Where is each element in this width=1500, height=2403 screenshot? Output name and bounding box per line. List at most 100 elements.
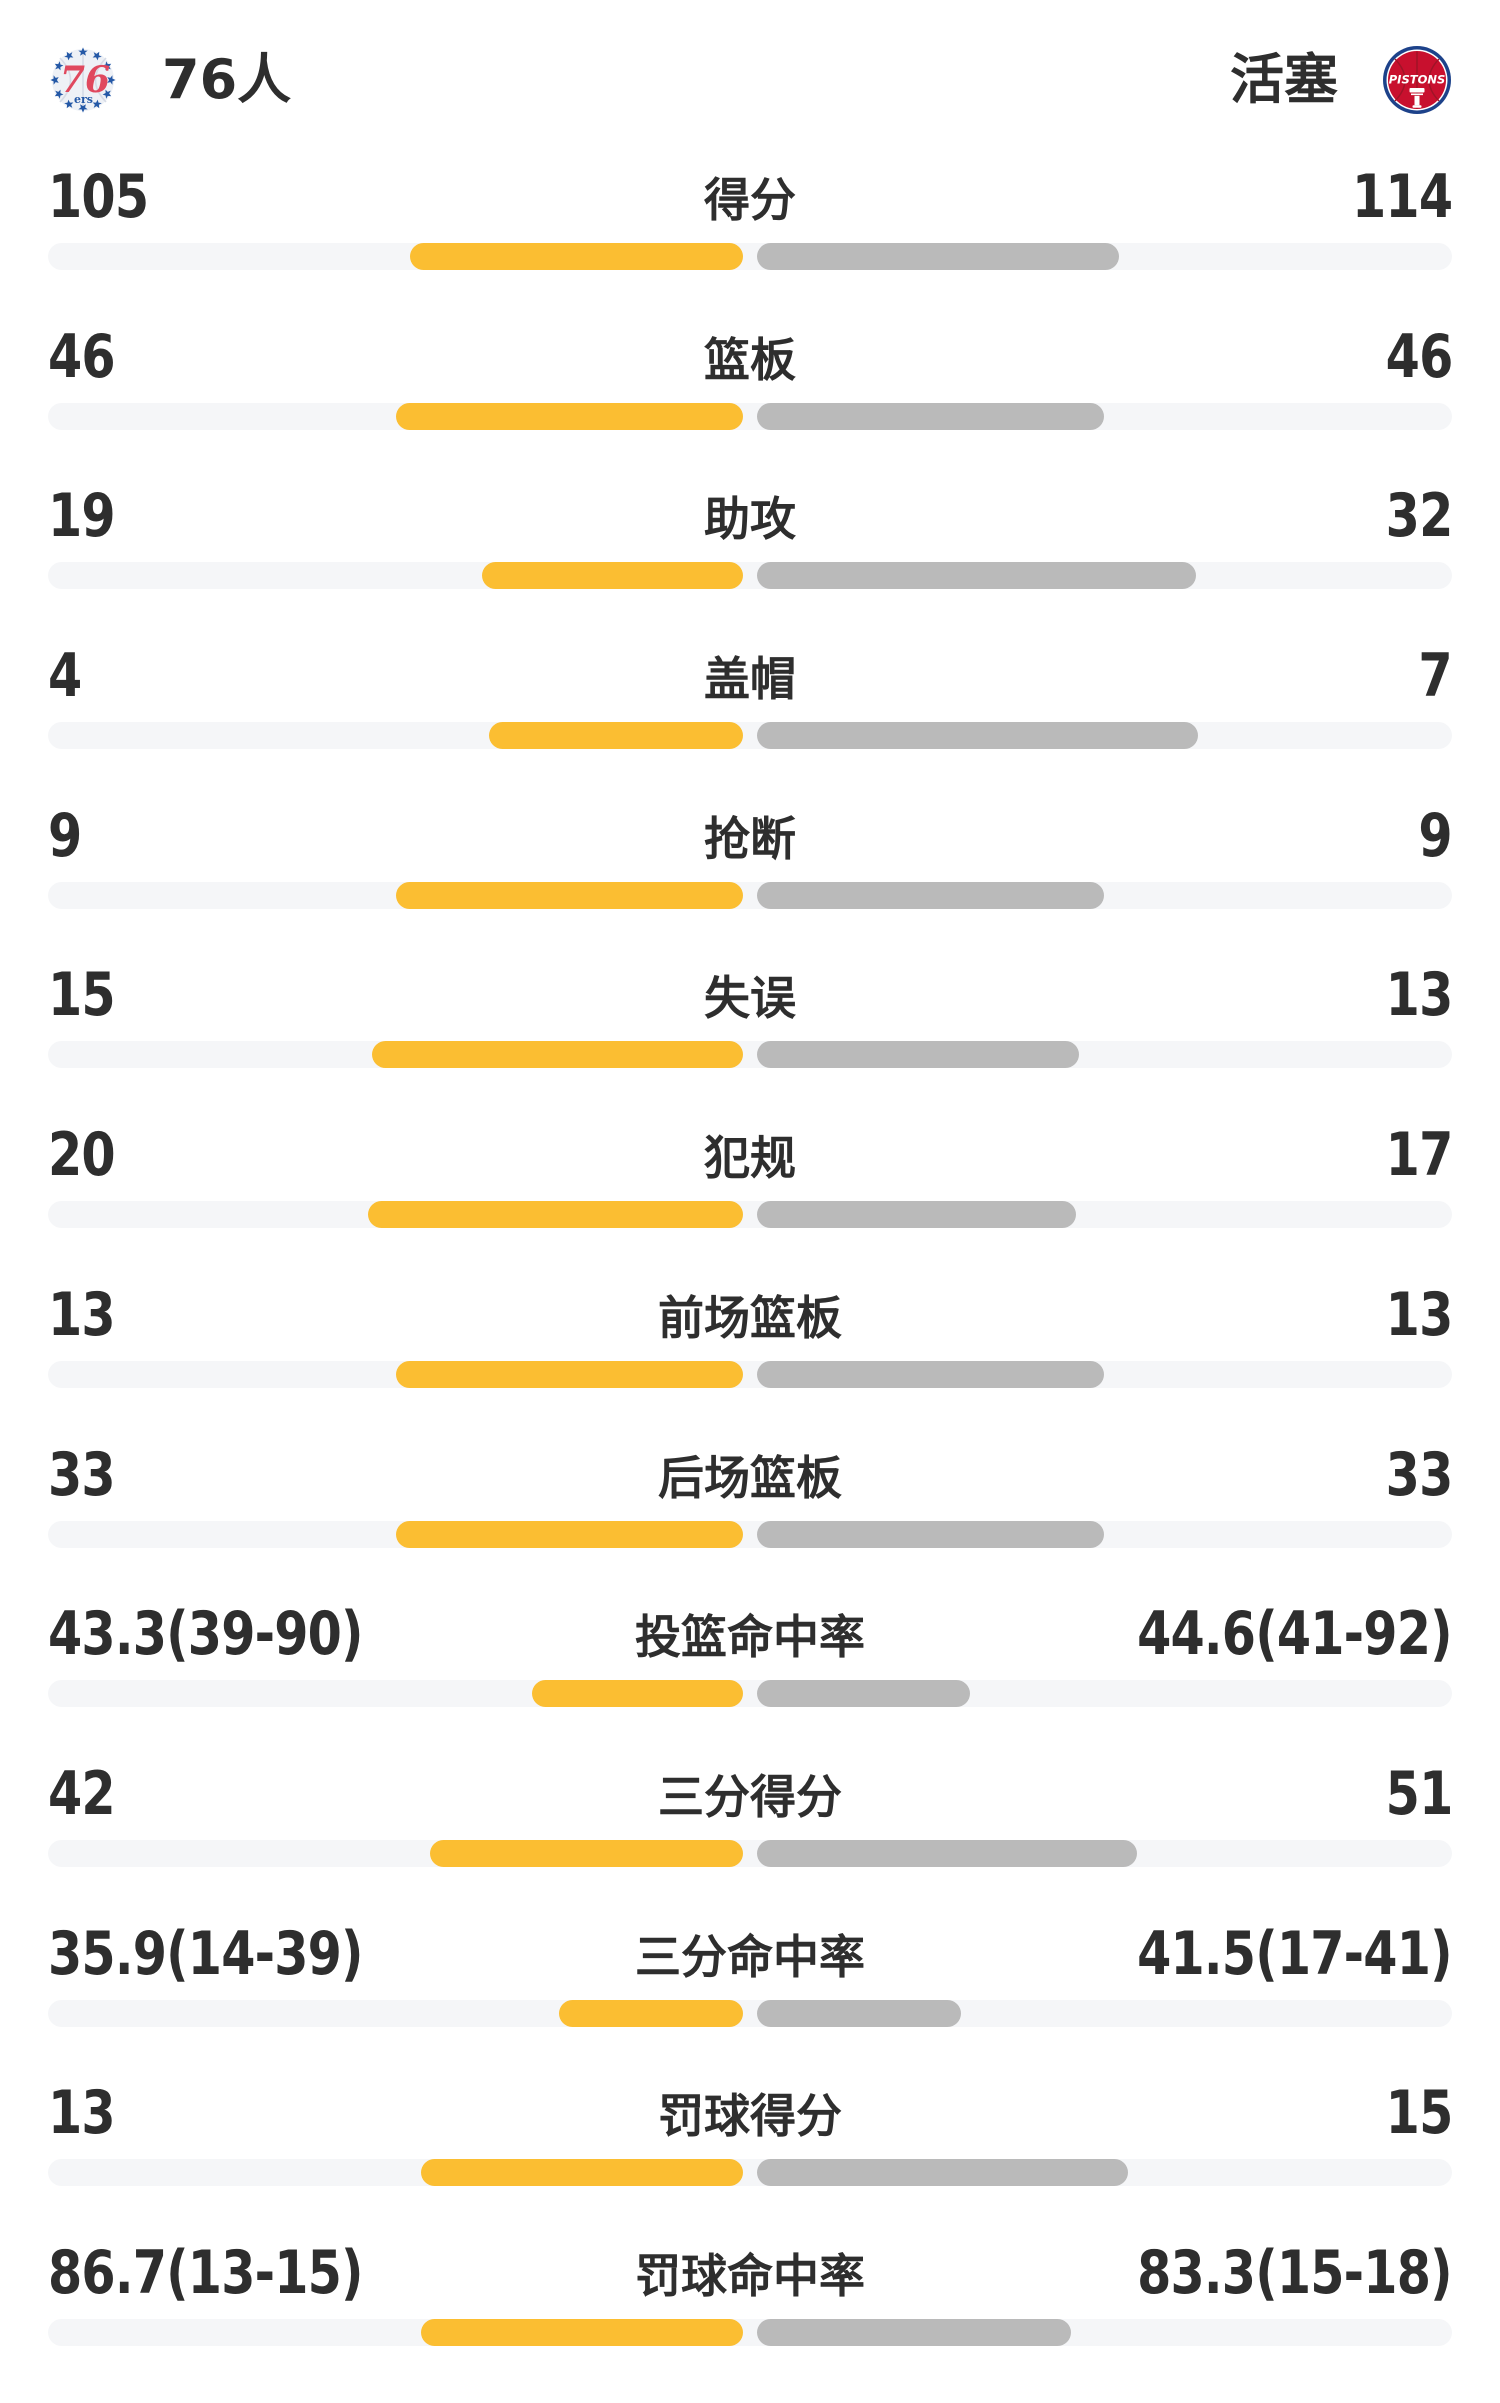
home-bar [368,1201,743,1229]
stat-label: 前场篮板 [658,1290,842,1345]
home-value: 9 [48,800,82,871]
away-value: 41.5(17-41) [1137,1918,1453,1989]
home-value: 13 [48,1279,116,1350]
bar-track [48,722,1452,750]
away-bar [757,2159,1128,2187]
home-value: 13 [48,2078,116,2149]
piston-glyph [1409,88,1425,108]
away-bar [757,722,1198,750]
away-value: 9 [1418,800,1453,871]
away-value: 51 [1385,1758,1453,1829]
away-value: 15 [1385,2078,1453,2149]
away-bar [757,1680,971,1708]
away-bar [757,402,1104,430]
home-bar [396,402,743,430]
stat-row-blocks: 4 盖帽 7 [48,641,1453,806]
away-bar [757,1041,1079,1069]
home-bar [481,562,743,590]
sixers-logo-seven: 76 [60,59,110,101]
home-value: 4 [48,641,82,712]
stat-label: 罚球命中率 [635,2248,865,2303]
teams-header: 76 ers 76人 活塞 PISTONS [48,0,1452,115]
bar-track [48,2318,1452,2346]
stat-label: 篮板 [704,332,796,387]
away-value: 114 [1351,162,1453,232]
away-value: 17 [1385,1120,1453,1191]
home-bar [559,1999,743,2027]
stat-row-score: 105 得分 114 [48,162,1453,327]
bar-track [48,402,1452,430]
stat-row-offensive-rebounds: 13 前场篮板 13 [48,1280,1453,1445]
stat-label: 盖帽 [704,652,796,707]
home-bar [488,722,743,750]
away-bar [757,1360,1104,1388]
stat-label: 得分 [704,173,796,227]
home-bar [396,881,743,909]
bar-track [48,1201,1452,1229]
stat-row-assists: 19 助攻 32 [48,481,1453,646]
bar-track [48,1680,1452,1708]
sixers-logo-icon: 76 ers [50,47,116,113]
stat-label: 罚球得分 [658,2089,842,2144]
away-bar [757,1201,1076,1229]
home-value: 33 [48,1439,116,1510]
stat-row-three-pct: 35.9(14-39) 三分命中率 41.5(17-41) [48,1919,1453,2084]
bar-track [48,243,1452,270]
pistons-logo-text: PISTONS [1389,73,1446,87]
home-bar [429,1839,743,1867]
home-bar [396,1360,743,1388]
stat-label: 抢断 [704,811,796,866]
home-value: 19 [48,481,116,552]
away-bar [757,1839,1138,1867]
home-bar [532,1680,743,1708]
home-value: 42 [48,1758,116,1829]
home-value: 105 [48,162,149,232]
stat-label: 犯规 [704,1131,796,1186]
stat-row-steals: 9 抢断 9 [48,801,1453,966]
stat-row-fg-pct: 43.3(39-90) 投篮命中率 44.6(41-92) [48,1599,1453,1764]
away-bar [757,243,1120,270]
away-bar [757,1520,1104,1548]
away-team-name: 活塞 [1230,48,1338,111]
away-value: 44.6(41-92) [1137,1599,1453,1670]
bar-track [48,1360,1452,1388]
pistons-logo-icon: PISTONS [1383,46,1451,114]
home-bar [421,2159,743,2187]
away-value: 83.3(15-18) [1137,2237,1453,2308]
away-value: 13 [1385,960,1453,1031]
stat-label: 助攻 [704,492,796,547]
home-bar [396,1520,743,1548]
home-value: 15 [48,960,116,1031]
home-value: 43.3(39-90) [48,1599,364,1670]
bar-track [48,881,1452,909]
stat-label: 失误 [704,971,796,1026]
stat-row-fouls: 20 犯规 17 [48,1120,1453,1285]
away-bar [757,1999,961,2027]
away-value: 33 [1385,1439,1453,1510]
home-value: 86.7(13-15) [48,2237,364,2308]
away-value: 13 [1385,1279,1453,1350]
away-bar [757,562,1197,590]
stat-label: 三分得分 [658,1769,842,1824]
home-team-name: 76人 [162,48,292,111]
home-value: 46 [48,321,116,392]
away-value: 7 [1418,641,1453,712]
home-value: 35.9(14-39) [48,1918,364,1989]
bar-track [48,1839,1452,1867]
away-bar [757,2318,1072,2346]
stat-row-ft-points: 13 罚球得分 15 [48,2078,1453,2243]
bar-track [48,1999,1452,2027]
stat-label: 三分命中率 [635,1929,865,1984]
away-value: 46 [1385,321,1453,392]
stat-row-ft-pct: 86.7(13-15) 罚球命中率 83.3(15-18) [48,2238,1453,2403]
sixers-logo-ers: ers [74,93,93,106]
stat-label: 投篮命中率 [635,1610,865,1665]
stat-row-turnovers: 15 失误 13 [48,960,1453,1125]
stat-row-defensive-rebounds: 33 后场篮板 33 [48,1440,1453,1605]
home-bar [372,1041,743,1069]
away-bar [757,881,1104,909]
bar-track [48,1041,1452,1069]
away-team: 活塞 PISTONS [1230,45,1452,115]
home-team: 76 ers 76人 [48,45,291,115]
